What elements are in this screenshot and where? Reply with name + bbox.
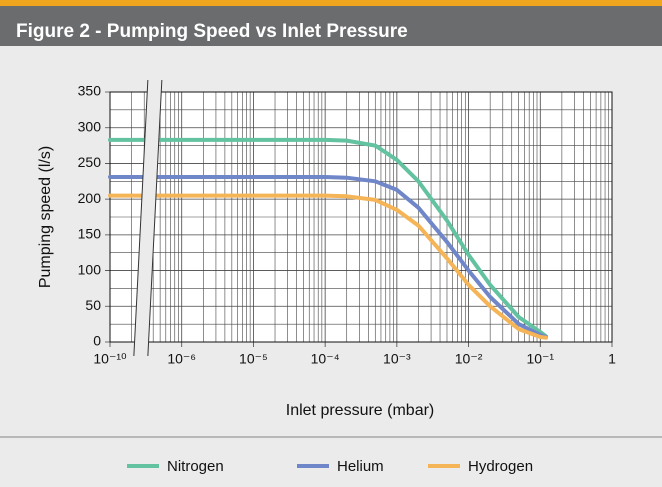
plot-border: [109, 91, 613, 343]
x-axis-label: Inlet pressure (mbar): [286, 402, 435, 419]
series-line: [108, 175, 548, 339]
x-tick-label: 10⁻¹⁰: [93, 351, 127, 367]
y-tick-label: 100: [78, 261, 102, 277]
x-tick-label: 10⁻³: [383, 351, 411, 367]
axis-break-line: [147, 79, 163, 357]
x-tick-label: 10⁻¹: [526, 351, 554, 367]
top-bar: [0, 0, 662, 6]
y-tick-label: 150: [78, 226, 102, 242]
y-tick-label: 300: [78, 118, 102, 134]
series-line: [108, 193, 548, 340]
x-tick-label: 10⁻⁵: [239, 351, 268, 367]
axis-break-line: [133, 79, 149, 357]
legend-label: Helium: [337, 458, 384, 475]
y-tick-label: 250: [78, 154, 102, 170]
y-tick-label: 0: [93, 333, 101, 349]
y-tick-label: 200: [78, 190, 102, 206]
series-line: [108, 137, 548, 339]
y-axis-label: Pumping speed (l/s): [37, 146, 54, 288]
x-tick-label: 10⁻⁶: [167, 351, 196, 367]
axis-break: [133, 80, 162, 356]
y-tick-label: 50: [85, 297, 101, 313]
x-tick-label: 10⁻²: [455, 351, 483, 367]
x-tick-label: 10⁻⁴: [311, 351, 340, 367]
header-band: [0, 6, 662, 46]
y-tick-label: 350: [78, 83, 102, 99]
legend-label: Nitrogen: [167, 458, 224, 475]
chart-title: Figure 2 - Pumping Speed vs Inlet Pressu…: [16, 21, 408, 42]
legend-label: Hydrogen: [468, 458, 533, 475]
x-tick-label: 1: [608, 351, 616, 367]
